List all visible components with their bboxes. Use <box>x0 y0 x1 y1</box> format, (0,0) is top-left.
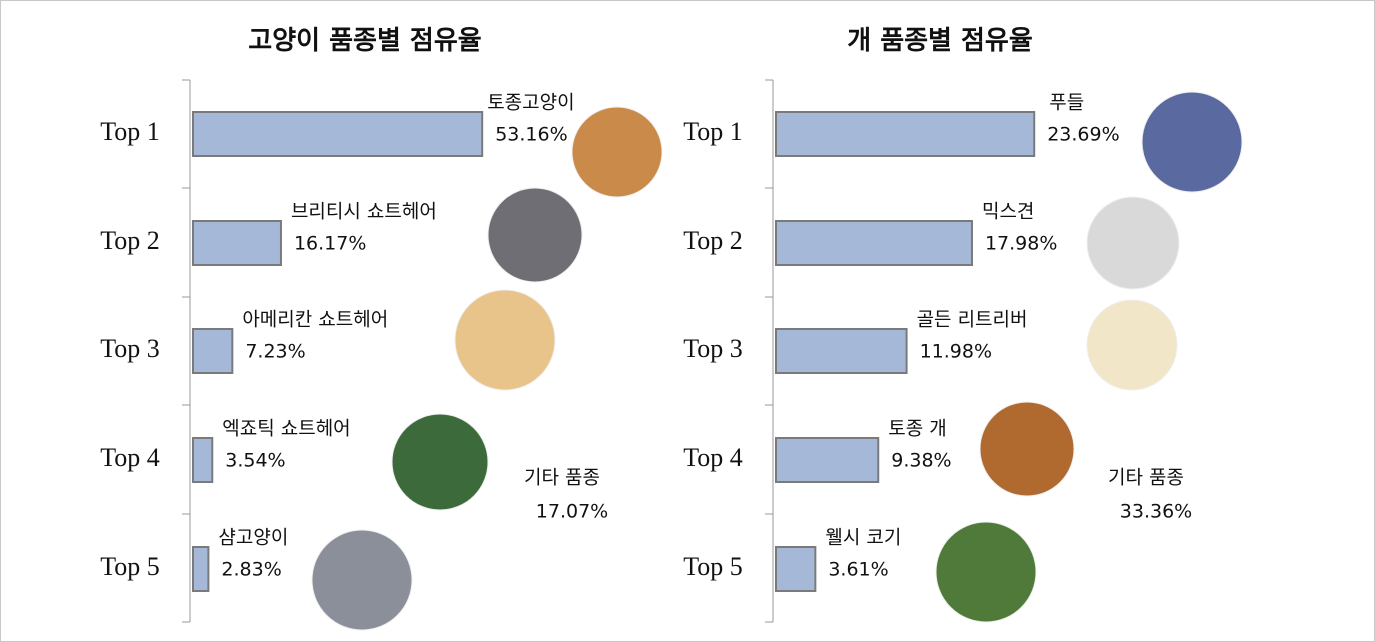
value-label: 2.83% <box>221 559 281 581</box>
breed-label: 웰시 코기 <box>825 527 901 549</box>
category-label: Top 5 <box>100 552 160 581</box>
bar <box>775 220 973 266</box>
bar <box>192 220 282 266</box>
value-label: 3.61% <box>828 559 888 581</box>
chart-title: 개 품종별 점유율 <box>847 26 1033 56</box>
breed-photo <box>935 521 1037 623</box>
breed-photo <box>487 187 583 283</box>
bar <box>192 546 210 592</box>
value-label: 17.98% <box>985 233 1057 255</box>
value-label: 23.69% <box>1047 124 1119 146</box>
breed-label: 샴고양이 <box>218 527 288 549</box>
bar <box>775 111 1036 157</box>
bar <box>192 328 234 374</box>
breed-label: 믹스견 <box>982 201 1034 223</box>
other-value: 17.07% <box>536 501 608 523</box>
category-label: Top 2 <box>100 226 160 255</box>
other-label: 기타 품종 <box>1108 467 1184 489</box>
breed-photo <box>571 106 663 198</box>
value-label: 11.98% <box>920 341 992 363</box>
bar <box>775 437 880 483</box>
value-label: 16.17% <box>294 233 366 255</box>
bar <box>775 546 817 592</box>
category-label: Top 5 <box>683 552 743 581</box>
value-label: 7.23% <box>245 341 305 363</box>
value-label: 53.16% <box>495 124 567 146</box>
category-label: Top 4 <box>100 443 160 472</box>
other-value: 33.36% <box>1120 501 1192 523</box>
bar <box>192 111 484 157</box>
value-label: 3.54% <box>225 450 285 472</box>
chart-title: 고양이 품종별 점유율 <box>248 26 481 56</box>
category-label: Top 3 <box>683 334 743 363</box>
breed-photo <box>311 529 413 631</box>
bar <box>192 437 214 483</box>
category-label: Top 2 <box>683 226 743 255</box>
breed-label: 푸들 <box>1049 92 1084 114</box>
category-label: Top 1 <box>100 117 160 146</box>
category-label: Top 1 <box>683 117 743 146</box>
category-label: Top 3 <box>100 334 160 363</box>
breed-label: 아메리칸 쇼트헤어 <box>242 309 388 331</box>
breed-label: 토종 개 <box>888 418 946 440</box>
value-label: 9.38% <box>891 450 951 472</box>
breed-photo <box>391 413 489 511</box>
breed-label: 토종고양이 <box>487 92 574 114</box>
bar <box>775 328 908 374</box>
breed-photo <box>979 401 1075 497</box>
breed-photo <box>1086 299 1178 391</box>
other-label: 기타 품종 <box>524 467 600 489</box>
breed-photo <box>454 289 556 391</box>
breed-label: 엑죠틱 쇼트헤어 <box>222 418 350 440</box>
category-label: Top 4 <box>683 443 743 472</box>
breed-photo <box>1141 91 1243 193</box>
breed-label: 골든 리트리버 <box>917 309 1028 331</box>
breed-label: 브리티시 쇼트헤어 <box>291 201 437 223</box>
breed-photo <box>1086 196 1180 290</box>
